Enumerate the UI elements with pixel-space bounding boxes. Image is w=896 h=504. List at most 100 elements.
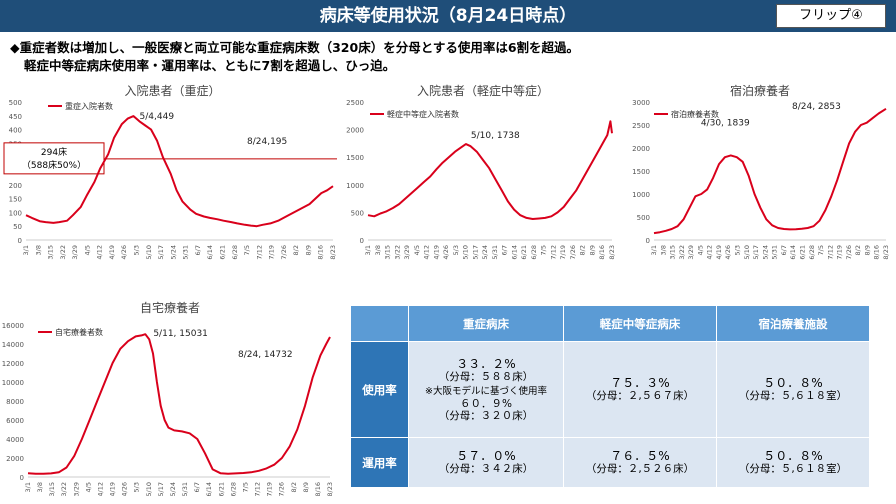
data-label: 4/30, 1839 <box>701 118 750 128</box>
x-tick-label: 8/16 <box>873 245 881 260</box>
x-tick-label: 4/19 <box>108 245 116 260</box>
x-tick-label: 6/7 <box>194 245 202 255</box>
x-tick-label: 5/17 <box>471 245 479 260</box>
y-tick-label: 1500 <box>632 168 650 176</box>
table-corner <box>350 305 409 342</box>
x-tick-label: 4/12 <box>96 482 104 496</box>
x-tick-label: 7/5 <box>243 245 251 255</box>
x-tick-label: 8/23 <box>882 245 890 260</box>
x-tick-label: 3/1 <box>24 482 32 492</box>
y-tick-label: 50 <box>13 223 22 231</box>
col-header: 重症病床 <box>408 305 564 342</box>
data-label: 8/24, 14732 <box>238 350 293 360</box>
cell-main: ５７．０% <box>456 449 516 463</box>
legend-label: 宿泊療養者数 <box>671 109 719 119</box>
x-tick-label: 7/5 <box>241 482 249 492</box>
col-header: 宿泊療養施設 <box>716 305 870 342</box>
x-tick-label: 8/23 <box>326 482 334 496</box>
row-header: 使用率 <box>350 341 409 438</box>
x-tick-label: 5/10 <box>462 245 470 260</box>
chart-title: 自宅療養者 <box>139 301 200 315</box>
x-tick-label: 8/2 <box>854 245 862 255</box>
x-tick-label: 5/17 <box>752 245 760 260</box>
x-tick-label: 3/15 <box>669 245 677 260</box>
x-tick-label: 8/16 <box>314 482 322 496</box>
x-tick-label: 6/14 <box>206 245 214 260</box>
x-tick-label: 6/28 <box>808 245 816 260</box>
series-line <box>25 115 334 228</box>
y-tick-label: 500 <box>637 214 650 222</box>
table-cell: ５７．０% （分母：３４２床） <box>408 437 564 488</box>
y-tick-label: 400 <box>9 127 22 135</box>
cell-sub: （分母：５８８床） <box>438 370 534 383</box>
chart-severe-inpatients: 入院患者（重症） 0501001502002503003504004505003… <box>0 82 345 270</box>
x-tick-label: 3/29 <box>687 245 695 260</box>
y-tick-label: 14000 <box>2 341 24 349</box>
threshold-sublabel: （588床50%） <box>22 159 86 171</box>
chart-svg: 0 500 1000 1500 2000 2500 3000 3/1 3/8 3/15 3/22 3/… <box>632 99 890 260</box>
cell-main: ５０．８% <box>763 449 823 463</box>
x-tick-label: 5/3 <box>734 245 742 255</box>
x-tick-label: 5/17 <box>157 482 165 496</box>
x-tick-label: 6/21 <box>520 245 528 260</box>
x-tick-label: 5/3 <box>452 245 460 255</box>
x-tick-label: 7/26 <box>845 245 853 260</box>
cell-sub: （分母：５,６１８室） <box>738 390 848 402</box>
y-tick-label: 500 <box>9 99 22 107</box>
series-line <box>27 333 331 475</box>
x-tick-label: 5/3 <box>133 245 141 255</box>
y-tick-label: 2500 <box>632 122 650 130</box>
cell-sub: （分母：２,５２６床） <box>585 463 695 475</box>
x-tick-label: 6/28 <box>229 482 237 496</box>
table-cell: ５０．８% （分母：５,６１８室） <box>716 341 870 438</box>
x-tick-label: 8/2 <box>579 245 587 255</box>
x-tick-label: 4/5 <box>83 245 91 255</box>
x-tick-label: 6/7 <box>501 245 509 255</box>
x-tick-label: 6/21 <box>218 245 226 260</box>
x-tick-label: 3/8 <box>36 482 44 492</box>
cell-sub: （分母：５,６１８室） <box>738 463 848 475</box>
x-tick-label: 3/1 <box>650 245 658 255</box>
x-tick-label: 4/26 <box>121 482 129 496</box>
chart-title: 入院患者（重症） <box>124 84 221 98</box>
x-tick-label: 7/12 <box>254 482 262 496</box>
x-tick-label: 4/19 <box>432 245 440 260</box>
x-tick-label: 5/31 <box>491 245 499 260</box>
x-tick-label: 4/5 <box>413 245 421 255</box>
x-tick-label: 8/9 <box>588 245 596 255</box>
series-line <box>653 107 887 235</box>
threshold-label: 294床 <box>41 146 67 158</box>
y-tick-label: 200 <box>9 182 22 190</box>
x-tick-label: 7/5 <box>817 245 825 255</box>
x-tick-label: 8/16 <box>598 245 606 260</box>
y-tick-label: 2000 <box>6 455 24 463</box>
y-tick-label: 450 <box>9 113 22 121</box>
x-tick-label: 3/22 <box>59 245 67 260</box>
x-tick-label: 5/17 <box>157 245 165 260</box>
data-label: 5/10, 1738 <box>471 131 520 141</box>
cell-main: ５０．８% <box>763 376 823 390</box>
x-tick-label: 7/5 <box>540 245 548 255</box>
y-tick-label: 4000 <box>6 436 24 444</box>
x-tick-label: 4/26 <box>120 245 128 260</box>
x-tick-label: 5/31 <box>182 245 190 260</box>
cell-main: ７５．３% <box>610 376 670 390</box>
chart-hotel-care: 宿泊療養者 0 500 1000 1500 2000 2500 3000 3/1 3/8 3/15… <box>624 82 896 270</box>
x-tick-label: 6/28 <box>231 245 239 260</box>
x-tick-label: 7/12 <box>255 245 263 260</box>
page-title: 病床等使用状況（8月24日時点） <box>319 6 577 26</box>
y-tick-label: 0 <box>360 237 364 245</box>
flip-label: フリップ④ <box>776 4 886 28</box>
x-tick-label: 3/15 <box>48 482 56 496</box>
x-tick-label: 3/8 <box>659 245 667 255</box>
y-tick-label: 6000 <box>6 417 24 425</box>
summary-line-1: ◆重症者数は増加し、一般医療と両立可能な重症病床数（320床）を分母とする使用率… <box>10 40 580 55</box>
x-tick-label: 8/2 <box>290 482 298 492</box>
x-tick-label: 8/2 <box>292 245 300 255</box>
header-bar: 病床等使用状況（8月24日時点） <box>0 0 896 32</box>
cell-sub: （分母：２,５６７床） <box>585 390 695 402</box>
y-tick-label: 0 <box>646 237 650 245</box>
y-tick-label: 500 <box>351 209 364 217</box>
x-tick-label: 5/24 <box>169 245 177 260</box>
x-tick-label: 7/19 <box>559 245 567 260</box>
